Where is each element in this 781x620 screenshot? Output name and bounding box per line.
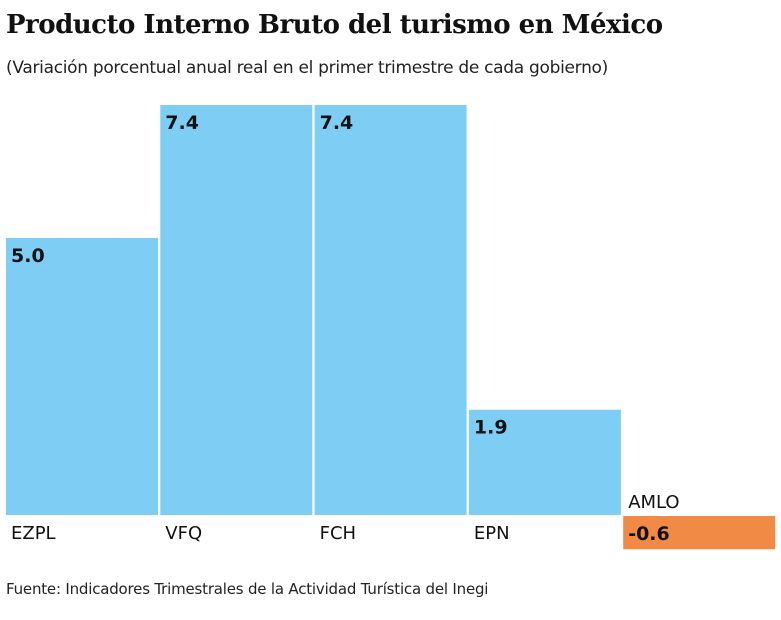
bar-fch xyxy=(314,105,467,515)
chart-subtitle: (Variación porcentual anual real en el p… xyxy=(6,58,608,78)
category-label: AMLO xyxy=(628,492,679,513)
data-label: 7.4 xyxy=(165,112,199,134)
data-label: 1.9 xyxy=(474,417,508,439)
category-label: VFQ xyxy=(165,523,202,544)
data-label: -0.6 xyxy=(628,523,670,545)
bar-amlo xyxy=(623,516,776,550)
bar-vfq xyxy=(160,105,313,515)
bar-epn xyxy=(468,409,621,515)
source-note: Fuente: Indicadores Trimestrales de la A… xyxy=(6,580,489,598)
chart-title: Producto Interno Bruto del turismo en Mé… xyxy=(6,10,663,40)
bar-ezpl xyxy=(6,238,158,515)
category-label: FCH xyxy=(320,523,356,544)
category-label: EPN xyxy=(474,523,510,544)
category-label: EZPL xyxy=(11,523,56,544)
data-label: 7.4 xyxy=(320,112,354,134)
data-label: 5.0 xyxy=(11,245,45,267)
